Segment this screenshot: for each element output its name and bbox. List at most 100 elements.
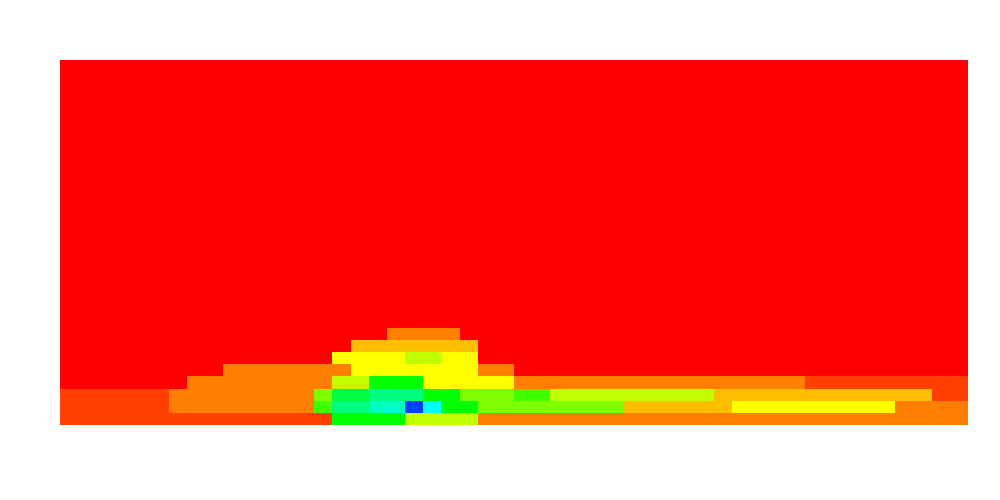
heatmap-cell bbox=[532, 243, 551, 256]
heatmap-cell bbox=[169, 255, 188, 268]
heatmap-cell bbox=[387, 413, 406, 425]
heatmap-cell bbox=[714, 291, 733, 304]
heatmap-cell bbox=[841, 303, 860, 316]
heatmap-cell bbox=[278, 60, 297, 73]
heatmap-cell bbox=[387, 255, 406, 268]
heatmap-cell bbox=[369, 352, 388, 365]
heatmap-cell bbox=[151, 109, 170, 122]
heatmap-cell bbox=[768, 279, 787, 292]
heatmap-cell bbox=[950, 60, 968, 73]
heatmap-cell bbox=[877, 230, 896, 243]
heatmap-cell bbox=[841, 389, 860, 402]
heatmap-cell bbox=[568, 364, 587, 377]
heatmap-cell bbox=[932, 340, 951, 353]
heatmap-cell bbox=[568, 145, 587, 158]
heatmap-cell bbox=[169, 303, 188, 316]
heatmap-cell bbox=[877, 97, 896, 110]
heatmap-cell bbox=[314, 109, 333, 122]
heatmap-cell bbox=[187, 194, 206, 207]
heatmap-cell bbox=[78, 72, 97, 85]
heatmap-cell bbox=[242, 243, 261, 256]
heatmap-cell bbox=[405, 218, 424, 231]
heatmap-cell bbox=[677, 182, 696, 195]
heatmap-cell bbox=[387, 316, 406, 329]
heatmap-cell bbox=[514, 60, 533, 73]
heatmap-cell bbox=[405, 413, 424, 425]
heatmap-cell bbox=[314, 121, 333, 134]
heatmap-cell bbox=[877, 328, 896, 341]
heatmap-cell bbox=[550, 376, 569, 389]
heatmap-cell bbox=[223, 218, 242, 231]
heatmap-cell bbox=[169, 413, 188, 425]
heatmap-cell bbox=[805, 182, 824, 195]
heatmap-cell bbox=[823, 145, 842, 158]
heatmap-cell bbox=[623, 230, 642, 243]
heatmap-cell bbox=[568, 328, 587, 341]
heatmap-cell bbox=[714, 157, 733, 170]
heatmap-cell bbox=[151, 364, 170, 377]
heatmap-cell bbox=[950, 157, 968, 170]
heatmap-cell bbox=[169, 328, 188, 341]
heatmap-cell bbox=[550, 121, 569, 134]
heatmap-cell bbox=[351, 109, 370, 122]
heatmap-cell bbox=[714, 84, 733, 97]
heatmap-cell bbox=[714, 328, 733, 341]
heatmap-cell bbox=[405, 72, 424, 85]
heatmap-cell bbox=[914, 291, 933, 304]
heatmap-cell bbox=[314, 60, 333, 73]
heatmap-cell bbox=[278, 218, 297, 231]
heatmap-cell bbox=[550, 157, 569, 170]
heatmap-cell bbox=[932, 364, 951, 377]
heatmap-cell bbox=[514, 84, 533, 97]
heatmap-cell bbox=[895, 97, 914, 110]
heatmap-cell bbox=[914, 328, 933, 341]
heatmap-cell bbox=[732, 170, 751, 183]
heatmap-cell bbox=[405, 376, 424, 389]
heatmap-cell bbox=[641, 376, 660, 389]
heatmap-cell bbox=[96, 121, 115, 134]
heatmap-cell bbox=[605, 303, 624, 316]
heatmap-cell bbox=[478, 303, 497, 316]
heatmap-cell bbox=[332, 413, 351, 425]
heatmap-cell bbox=[714, 72, 733, 85]
heatmap-cell bbox=[60, 401, 79, 414]
heatmap-cell bbox=[423, 303, 442, 316]
heatmap-cell bbox=[60, 109, 79, 122]
heatmap-cell bbox=[532, 84, 551, 97]
heatmap-cell bbox=[296, 291, 315, 304]
heatmap-cell bbox=[750, 194, 769, 207]
heatmap-cell bbox=[932, 230, 951, 243]
heatmap-cell bbox=[786, 60, 805, 73]
heatmap-cell bbox=[423, 97, 442, 110]
heatmap-cell bbox=[677, 170, 696, 183]
heatmap-cell bbox=[568, 255, 587, 268]
heatmap-cell bbox=[441, 413, 460, 425]
heatmap-cell bbox=[641, 413, 660, 425]
heatmap-cell bbox=[750, 303, 769, 316]
heatmap-cell bbox=[696, 230, 715, 243]
heatmap-cell bbox=[260, 60, 279, 73]
heatmap-cell bbox=[169, 389, 188, 402]
heatmap-cell bbox=[242, 121, 261, 134]
heatmap-cell bbox=[696, 218, 715, 231]
heatmap-cell bbox=[714, 182, 733, 195]
heatmap-cell bbox=[696, 97, 715, 110]
heatmap-cell bbox=[841, 230, 860, 243]
heatmap-cell bbox=[405, 328, 424, 341]
heatmap-cell bbox=[496, 218, 515, 231]
heatmap-cell bbox=[605, 170, 624, 183]
heatmap-cell bbox=[351, 206, 370, 219]
heatmap-cell bbox=[659, 121, 678, 134]
heatmap-cell bbox=[260, 340, 279, 353]
heatmap-cell bbox=[550, 182, 569, 195]
heatmap-cell bbox=[786, 109, 805, 122]
heatmap-cell bbox=[550, 170, 569, 183]
heatmap-cell bbox=[859, 182, 878, 195]
heatmap-cell bbox=[623, 145, 642, 158]
heatmap-cell bbox=[768, 389, 787, 402]
heatmap-cell bbox=[460, 389, 479, 402]
heatmap-cell bbox=[805, 340, 824, 353]
heatmap-cell bbox=[714, 133, 733, 146]
heatmap-cell bbox=[587, 243, 606, 256]
heatmap-cell bbox=[623, 60, 642, 73]
